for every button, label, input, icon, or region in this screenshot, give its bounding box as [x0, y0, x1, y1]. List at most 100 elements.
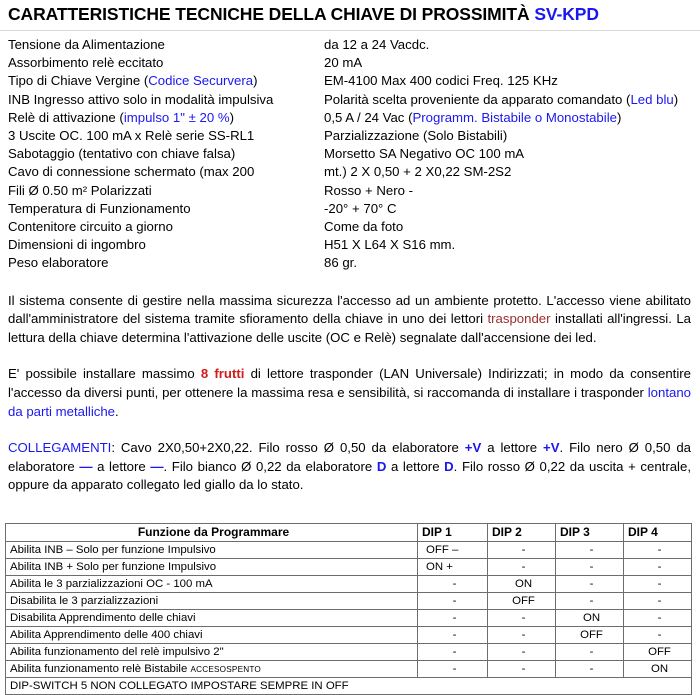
dip2-value: - — [487, 540, 556, 559]
spec-label-text: Contenitore circuito a giorno — [8, 219, 173, 235]
spec-label-text: Relè di attivazione ( — [8, 109, 124, 125]
trasponder-highlight: trasponder — [487, 311, 551, 327]
wiring-text-c: . Filo nero Ø 0,50 da elaboratore — [8, 440, 691, 474]
spec-value: mt.) 2 X 0,50 + 2 X0,22 SM-2S2 — [324, 163, 700, 181]
dip3-value: - — [555, 659, 624, 678]
spec-value-tail: ) — [673, 91, 679, 107]
wiring-text-g: . Filo rosso Ø 0,22 da uscita + centrale… — [8, 458, 691, 493]
table-row: Disabilita le 3 parzializzazioni - OFF -… — [5, 591, 692, 610]
paragraph-text-b: installati all'ingressi. La lettura dell… — [8, 311, 691, 345]
dip4-value: - — [623, 625, 692, 644]
spec-label: Tensione da Alimentazione — [8, 36, 324, 54]
table-row: Disabilita Apprendimento delle chiavi - … — [5, 608, 692, 627]
dip1-value: OFF – — [417, 540, 488, 559]
spec-row: Tipo di Chiave Vergine (Codice Securvera… — [8, 72, 700, 90]
function-cell: Abilita funzionamento relè Bistabile ACC… — [5, 659, 418, 678]
installation-paragraph: E' possibile installare massimo 8 frutti… — [8, 365, 691, 421]
spec-label-text: Cavo di connessione schermato (max 200 — [8, 164, 255, 180]
spec-value: 0,5 A / 24 Vac (Programm. Bistabile o Mo… — [324, 109, 700, 127]
spec-value-text: EM-4100 Max 400 codici Freq. 125 KHz — [324, 73, 558, 89]
spec-value-text: Parzializzazione (Solo Bistabili) — [324, 128, 508, 144]
function-label: Abilita funzionamento relè Bistabile — [10, 662, 191, 675]
table-row: Abilita le 3 parzializzazioni OC - 100 m… — [5, 574, 692, 593]
paragraph-text-a: Il sistema consente di gestire nella mas… — [8, 292, 691, 327]
spec-value: Morsetto SA Negativo OC 100 mA — [324, 145, 700, 163]
spec-value-text: mt.) 2 X 0,50 + 2 X0,22 SM-2S2 — [324, 164, 512, 180]
spec-label: Temperatura di Funzionamento — [8, 200, 324, 218]
terminal-marker-plusv: +V — [464, 440, 482, 456]
spec-label: Cavo di connessione schermato (max 200 — [8, 163, 324, 181]
dip1-value: - — [417, 642, 488, 661]
function-cell: Abilita funzionamento del relè impulsivo… — [5, 642, 418, 661]
table-body: Abilita INB – Solo per funzione Impulsiv… — [5, 540, 692, 695]
function-smallcaps: ACCESOSPENTO — [190, 664, 261, 674]
spec-label: Assorbimento relè eccitato — [8, 54, 324, 72]
table-row: Abilita INB + Solo per funzione Impulsiv… — [5, 557, 692, 576]
spec-row: Fili Ø 0.50 m² Polarizzati Rosso + Nero … — [8, 182, 700, 200]
dip4-value: OFF — [623, 642, 692, 661]
dip1-value: - — [417, 608, 488, 627]
dip2-value: - — [487, 659, 556, 678]
spec-label-text: Temperatura di Funzionamento — [8, 200, 191, 216]
spec-label-text: Assorbimento relè eccitato — [8, 55, 164, 71]
terminal-marker-d: D — [444, 458, 454, 474]
dip3-value: - — [555, 574, 624, 593]
frutti-count-highlight: 8 frutti — [200, 366, 245, 382]
table-row: Abilita INB – Solo per funzione Impulsiv… — [5, 540, 692, 559]
column-header-function: Funzione da Programmare — [5, 522, 418, 542]
dip-switch-table-container: Funzione da Programmare DIP 1 DIP 2 DIP … — [5, 522, 692, 695]
spec-label-text: Sabotaggio (tentativo con chiave falsa) — [8, 146, 236, 162]
spec-value: da 12 a 24 Vacdc. — [324, 36, 700, 54]
dip2-value: ON — [487, 574, 556, 593]
spec-value-accent: Programm. Bistabile o Monostabile — [412, 109, 617, 125]
spec-row: Contenitore circuito a giorno Come da fo… — [8, 218, 700, 236]
spec-row: 3 Uscite OC. 100 mA x Relè serie SS-RL1 … — [8, 127, 700, 145]
spec-value-text: Rosso + Nero - — [324, 182, 414, 198]
spec-label-accent: Codice Securvera — [148, 73, 254, 89]
table-header: Funzione da Programmare DIP 1 DIP 2 DIP … — [5, 522, 692, 542]
terminal-marker-plusv: +V — [543, 440, 560, 456]
spec-label-text: Tipo di Chiave Vergine ( — [8, 73, 149, 89]
dip-switch-table: Funzione da Programmare DIP 1 DIP 2 DIP … — [5, 522, 692, 695]
dip1-value: - — [417, 659, 488, 678]
spec-label-text: Fili Ø 0.50 m² Polarizzati — [8, 182, 152, 198]
spec-label: Tipo di Chiave Vergine (Codice Securvera… — [8, 72, 324, 90]
spec-value: 20 mA — [324, 54, 700, 72]
wiring-text-e: . Filo bianco Ø 0,22 da elaboratore — [163, 458, 377, 474]
spec-row: Tensione da Alimentazione da 12 a 24 Vac… — [8, 36, 700, 54]
column-header-dip3: DIP 3 — [555, 522, 624, 542]
spec-label: Relè di attivazione (impulso 1" ± 20 %) — [8, 109, 324, 127]
spec-value: EM-4100 Max 400 codici Freq. 125 KHz — [324, 72, 700, 90]
wiring-text-b: a lettore — [481, 440, 544, 456]
spec-row: Relè di attivazione (impulso 1" ± 20 %) … — [8, 109, 700, 127]
product-model: SV-KPD — [534, 4, 599, 24]
column-header-dip4: DIP 4 — [623, 522, 692, 542]
dip2-value: - — [487, 625, 556, 644]
dip3-value: ON — [555, 608, 624, 627]
spec-value-text: Morsetto SA Negativo OC 100 mA — [324, 146, 525, 162]
function-label: Abilita Apprendimento delle 400 chiavi — [10, 628, 203, 641]
function-cell: Abilita INB + Solo per funzione Impulsiv… — [5, 557, 418, 576]
terminal-marker-minus: — — [79, 458, 93, 474]
spec-label-text: Dimensioni di ingombro — [8, 237, 146, 253]
dip2-value: OFF — [487, 591, 556, 610]
table-row: Abilita funzionamento del relè impulsivo… — [5, 642, 692, 661]
dip4-value: - — [623, 574, 692, 593]
spec-value-text: Come da foto — [324, 219, 404, 235]
spec-row: Sabotaggio (tentativo con chiave falsa) … — [8, 145, 700, 163]
paragraph-text-b: di lettore trasponder (LAN Universale) I… — [8, 366, 692, 401]
column-header-dip1: DIP 1 — [417, 522, 488, 542]
spec-value: Rosso + Nero - — [324, 182, 700, 200]
function-label: Abilita funzionamento del relè impulsivo… — [10, 645, 224, 658]
terminal-marker-minus: — — [150, 458, 164, 474]
dip3-value: - — [555, 591, 624, 610]
function-label: Disabilita le 3 parzializzazioni — [10, 594, 159, 607]
dip3-value: - — [555, 557, 624, 576]
dip1-value: - — [417, 574, 488, 593]
table-row: Abilita funzionamento relè Bistabile ACC… — [5, 659, 692, 678]
dip2-value: - — [487, 642, 556, 661]
dip-switch-note: DIP-SWITCH 5 NON COLLEGATO IMPOSTARE SEM… — [5, 676, 692, 695]
table-footer-row: DIP-SWITCH 5 NON COLLEGATO IMPOSTARE SEM… — [5, 676, 692, 695]
wiring-paragraph: COLLEGAMENTI: Cavo 2X0,50+2X0,22. Filo r… — [8, 439, 691, 495]
spec-value-text: 0,5 A / 24 Vac ( — [324, 109, 413, 125]
